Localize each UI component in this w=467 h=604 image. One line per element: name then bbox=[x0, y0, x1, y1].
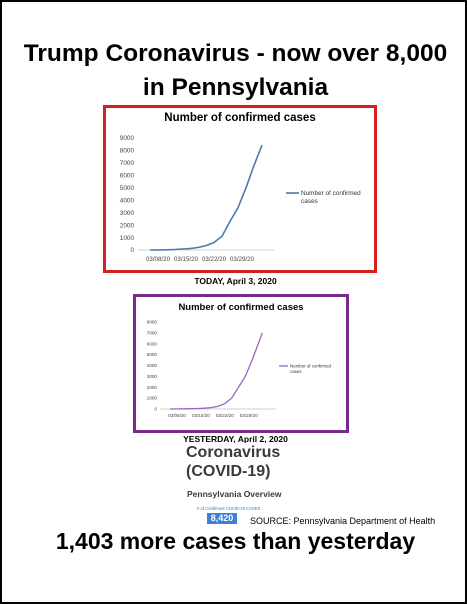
yesterday-chart-box: Number of confirmed cases 0 1000 2000 3000 4… bbox=[133, 294, 349, 433]
y-tick-label: 4000 bbox=[120, 197, 135, 204]
y-tick-label: 9000 bbox=[120, 135, 135, 142]
y-tick-label: 5000 bbox=[120, 185, 135, 192]
y-tick-label: 0 bbox=[154, 407, 157, 412]
headline-line-1: Trump Coronavirus - now over 8,000 bbox=[23, 40, 448, 67]
chart-title: Number of confirmed cases bbox=[178, 302, 304, 313]
x-tick-label: 03/08/20 bbox=[168, 413, 186, 418]
caption-yesterday: YESTERDAY, April 2, 2020 bbox=[183, 434, 288, 444]
today-chart: 0 1000 2000 3000 4000 5000 6000 7000 8000 9000 03/… bbox=[120, 135, 361, 263]
covid-title-line-2: (COVID-19) bbox=[186, 463, 271, 480]
legend-label: Number of confirmed cases bbox=[290, 364, 332, 375]
y-tick-label: 8000 bbox=[120, 148, 135, 155]
chart-title: Number of confirmed cases bbox=[164, 112, 316, 124]
y-tick-label: 7000 bbox=[147, 330, 158, 335]
legend-label: Number of confirmed cases bbox=[301, 190, 361, 205]
x-tick-label: 03/29/20 bbox=[230, 256, 255, 263]
x-tick-label: 03/29/20 bbox=[240, 413, 258, 418]
y-tick-label: 1000 bbox=[120, 235, 135, 242]
y-tick-label: 4000 bbox=[147, 363, 158, 368]
case-count-badge: 8,420 bbox=[207, 513, 237, 524]
yesterday-chart: 0 1000 2000 3000 4000 5000 6000 7000 8000 03/08/2… bbox=[147, 320, 332, 418]
covid-title-line-1: Coronavirus bbox=[186, 444, 281, 461]
y-tick-label: 2000 bbox=[147, 385, 158, 390]
covid-overview-panel: Coronavirus (COVID-19) Pennsylvania Over… bbox=[182, 443, 294, 525]
series-line bbox=[149, 144, 263, 251]
y-tick-label: 0 bbox=[130, 247, 134, 254]
y-tick-label: 3000 bbox=[147, 374, 158, 379]
bottom-line: 1,403 more cases than yesterday bbox=[55, 528, 416, 554]
y-tick-label: 6000 bbox=[120, 173, 135, 180]
x-tick-label: 03/15/20 bbox=[174, 256, 199, 263]
x-tick-label: 03/22/20 bbox=[202, 256, 227, 263]
x-tick-label: 03/08/20 bbox=[146, 256, 171, 263]
caption-today: TODAY, April 3, 2020 bbox=[194, 276, 277, 286]
case-count-label: # of Confirmed COVID-19 CASES bbox=[197, 506, 261, 511]
y-tick-label: 3000 bbox=[120, 210, 135, 217]
y-tick-label: 5000 bbox=[147, 352, 158, 357]
covid-subtitle: Pennsylvania Overview bbox=[187, 489, 282, 499]
y-tick-label: 6000 bbox=[147, 341, 158, 346]
y-tick-label: 8000 bbox=[147, 320, 158, 325]
y-tick-label: 2000 bbox=[120, 222, 135, 229]
x-tick-label: 03/22/20 bbox=[216, 413, 234, 418]
y-tick-label: 7000 bbox=[120, 160, 135, 167]
x-tick-label: 03/15/20 bbox=[192, 413, 210, 418]
source-credit: SOURCE: Pennsylvania Department of Healt… bbox=[250, 516, 436, 526]
y-tick-label: 1000 bbox=[147, 396, 158, 401]
headline-line-2: in Pennsylvania bbox=[142, 74, 329, 101]
series-line bbox=[170, 332, 264, 410]
today-chart-box: Number of confirmed cases 0 1000 2000 3000 4… bbox=[103, 105, 377, 273]
